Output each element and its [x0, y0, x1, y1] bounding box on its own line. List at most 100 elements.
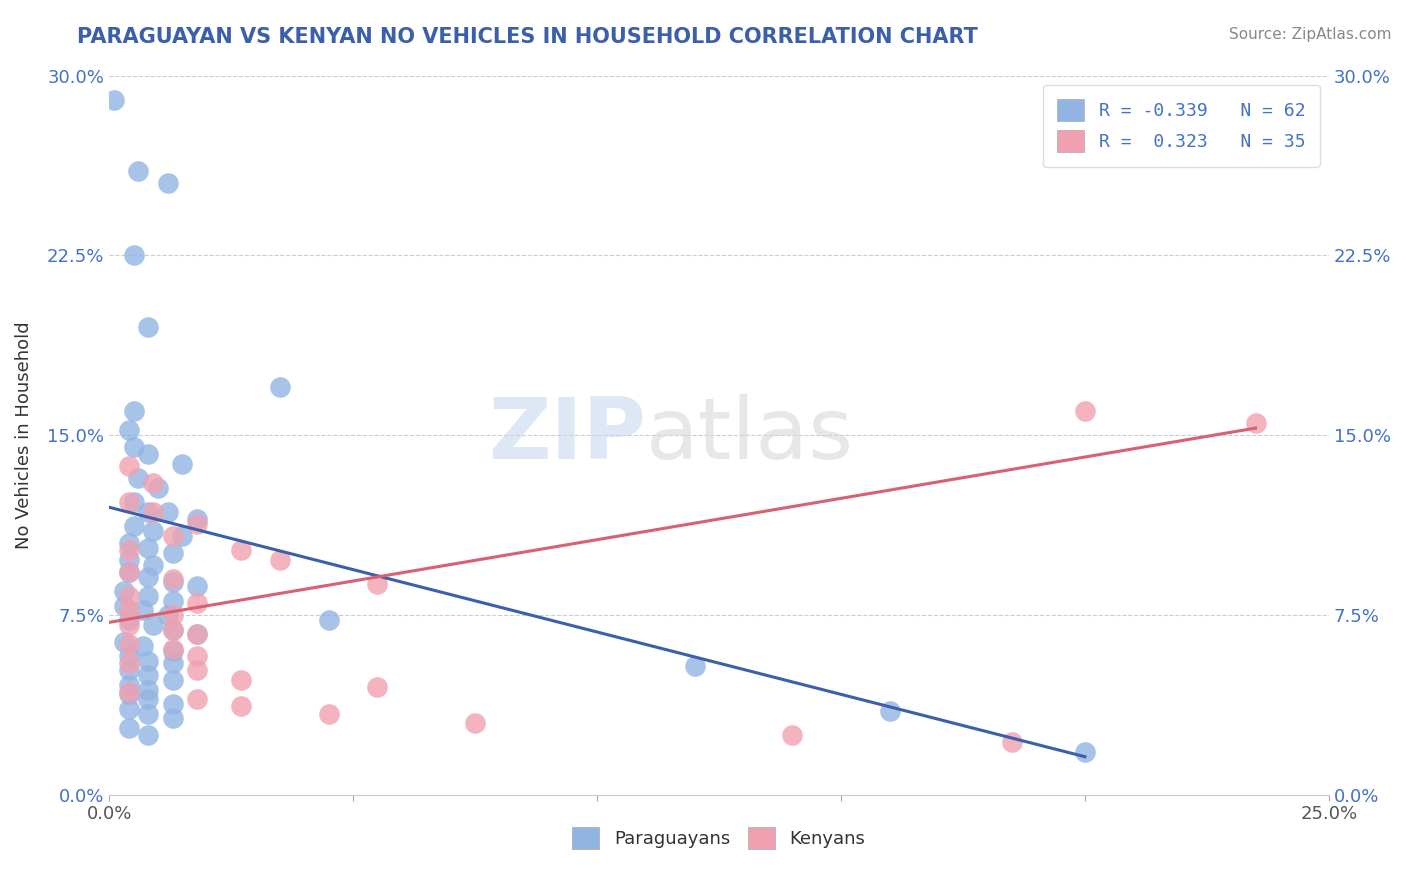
Point — [1074, 404, 1097, 418]
Point — [117, 685, 139, 699]
Point — [186, 627, 208, 641]
Point — [464, 716, 486, 731]
Point — [1074, 745, 1097, 759]
Point — [142, 524, 165, 539]
Point — [117, 637, 139, 651]
Point — [117, 721, 139, 735]
Point — [136, 692, 159, 706]
Point — [117, 617, 139, 632]
Point — [269, 380, 291, 394]
Text: atlas: atlas — [645, 393, 853, 477]
Point — [142, 505, 165, 519]
Point — [136, 589, 159, 603]
Point — [366, 680, 388, 694]
Point — [122, 440, 145, 454]
Point — [136, 728, 159, 742]
Point — [162, 656, 184, 670]
Point — [122, 495, 145, 509]
Text: PARAGUAYAN VS KENYAN NO VEHICLES IN HOUSEHOLD CORRELATION CHART: PARAGUAYAN VS KENYAN NO VEHICLES IN HOUS… — [77, 27, 979, 46]
Point — [103, 93, 125, 107]
Point — [162, 572, 184, 586]
Point — [117, 678, 139, 692]
Point — [186, 512, 208, 526]
Point — [146, 481, 169, 495]
Point — [136, 320, 159, 334]
Point — [132, 640, 155, 654]
Point — [269, 553, 291, 567]
Point — [156, 177, 179, 191]
Point — [186, 516, 208, 531]
Point — [186, 596, 208, 610]
Point — [162, 608, 184, 623]
Y-axis label: No Vehicles in Household: No Vehicles in Household — [15, 321, 32, 549]
Point — [117, 553, 139, 567]
Point — [162, 529, 184, 543]
Point — [136, 570, 159, 584]
Point — [127, 471, 149, 485]
Point — [117, 702, 139, 716]
Point — [136, 706, 159, 721]
Point — [122, 404, 145, 418]
Point — [186, 627, 208, 641]
Point — [186, 692, 208, 706]
Point — [142, 476, 165, 491]
Point — [117, 603, 139, 617]
Point — [112, 599, 135, 613]
Point — [117, 613, 139, 627]
Point — [136, 541, 159, 555]
Point — [162, 644, 184, 658]
Point — [117, 536, 139, 550]
Point — [162, 673, 184, 687]
Point — [366, 577, 388, 591]
Point — [117, 565, 139, 579]
Point — [162, 594, 184, 608]
Point — [117, 648, 139, 663]
Point — [142, 617, 165, 632]
Point — [229, 673, 252, 687]
Point — [318, 706, 340, 721]
Point — [156, 505, 179, 519]
Point — [117, 656, 139, 670]
Point — [132, 603, 155, 617]
Point — [117, 424, 139, 438]
Point — [186, 579, 208, 593]
Point — [117, 543, 139, 558]
Point — [136, 668, 159, 682]
Point — [229, 699, 252, 714]
Point — [229, 543, 252, 558]
Point — [162, 697, 184, 711]
Point — [162, 641, 184, 656]
Point — [879, 704, 901, 718]
Point — [122, 248, 145, 262]
Point — [1001, 735, 1024, 749]
Point — [117, 589, 139, 603]
Text: ZIP: ZIP — [488, 393, 645, 477]
Point — [186, 648, 208, 663]
Point — [127, 164, 149, 178]
Point — [136, 654, 159, 668]
Point — [136, 448, 159, 462]
Point — [162, 623, 184, 637]
Point — [117, 565, 139, 579]
Point — [162, 546, 184, 560]
Point — [117, 495, 139, 509]
Point — [780, 728, 803, 742]
Text: Source: ZipAtlas.com: Source: ZipAtlas.com — [1229, 27, 1392, 42]
Point — [162, 623, 184, 637]
Point — [172, 529, 194, 543]
Point — [156, 608, 179, 623]
Point — [117, 687, 139, 701]
Point — [117, 664, 139, 678]
Point — [1244, 417, 1267, 431]
Point — [683, 658, 706, 673]
Point — [112, 634, 135, 648]
Point — [162, 711, 184, 725]
Point — [142, 558, 165, 572]
Point — [136, 682, 159, 697]
Point — [136, 505, 159, 519]
Point — [112, 584, 135, 599]
Point — [172, 457, 194, 471]
Point — [117, 459, 139, 474]
Point — [162, 574, 184, 589]
Point — [318, 613, 340, 627]
